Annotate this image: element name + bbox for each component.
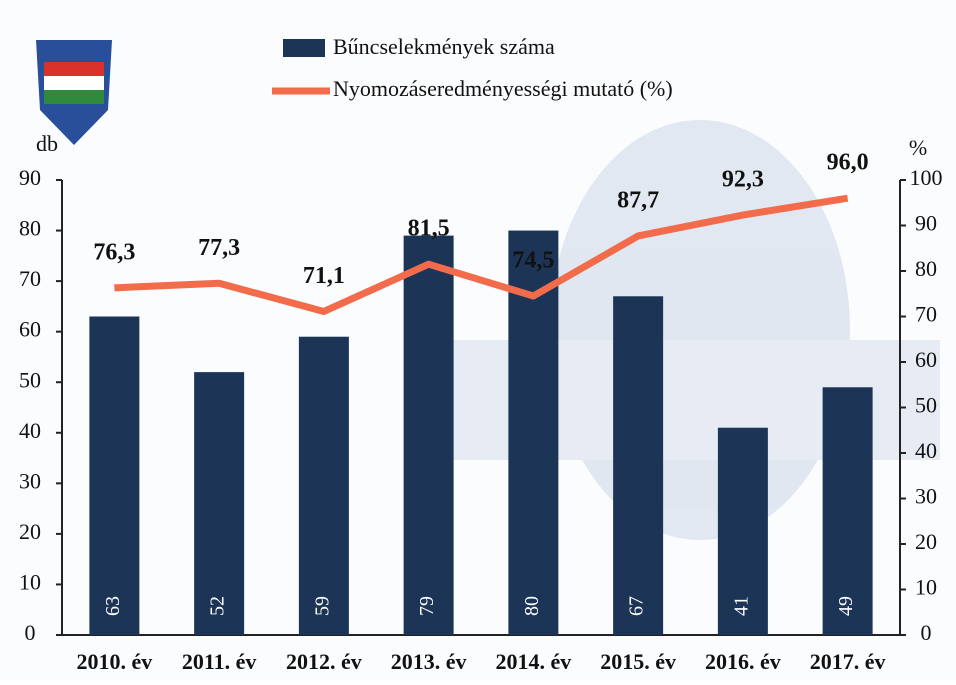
y-tick-label: 10 [19,569,41,594]
y-tick-label: 30 [19,468,41,493]
y2-tick-label: 90 [915,211,937,236]
y-axis-label: db [36,131,58,156]
line-value-label: 81,5 [408,216,450,242]
bar-value-label: 59 [311,596,333,616]
line-value-label: 76,3 [93,239,135,265]
x-tick-label: 2014. év [495,649,571,674]
x-tick-label: 2012. év [286,649,362,674]
line-value-label: 77,3 [198,235,240,261]
legend-label: Nyomozáseredményességi mutató (%) [333,76,673,101]
x-tick-label: 2013. év [391,649,467,674]
legend-label: Bűncselekmények száma [333,34,555,59]
chart: db % Bűncselekmények száma Nyomozáseredm… [0,0,956,680]
y-tick-label: 70 [19,266,41,291]
y2-tick-label: 50 [915,393,937,418]
line-value-label: 92,3 [722,167,764,193]
bar-value-label: 67 [626,596,648,616]
x-tick-label: 2010. év [76,649,152,674]
y2-axis-label: % [909,135,927,160]
bar [404,236,454,635]
x-tick-label: 2016. év [705,649,781,674]
y2-tick-label: 20 [915,529,937,554]
x-tick-label: 2015. év [600,649,676,674]
bar-value-label: 79 [416,596,438,616]
y2-tick-label: 0 [921,620,932,645]
x-tick-label: 2017. év [810,649,886,674]
bar-value-label: 52 [207,596,229,616]
line-value-label: 87,7 [617,187,659,213]
y-tick-label: 50 [19,367,41,392]
bar-value-label: 49 [835,596,857,616]
bar-value-label: 41 [730,596,752,616]
y2-tick-label: 80 [915,256,937,281]
y2-tick-label: 60 [915,347,937,372]
y2-tick-label: 70 [915,302,937,327]
y-tick-label: 60 [19,317,41,342]
line-value-label: 96,0 [827,150,869,176]
bar [194,372,244,635]
y-tick-label: 90 [19,165,41,190]
y-tick-label: 20 [19,519,41,544]
bar-value-label: 80 [521,596,543,616]
y2-tick-label: 30 [915,484,937,509]
bar-value-label: 63 [102,596,124,616]
y-tick-label: 40 [19,418,41,443]
bar [89,317,139,636]
y2-tick-label: 40 [915,438,937,463]
y-tick-label: 80 [19,216,41,241]
y-tick-label: 0 [25,620,36,645]
line-value-label: 74,5 [512,248,554,274]
legend-swatch [283,39,325,57]
y2-tick-label: 10 [915,575,937,600]
x-tick-label: 2011. év [182,649,257,674]
line-value-label: 71,1 [303,263,345,289]
y2-tick-label: 100 [910,165,943,190]
bar [613,296,663,635]
bar [299,337,349,635]
